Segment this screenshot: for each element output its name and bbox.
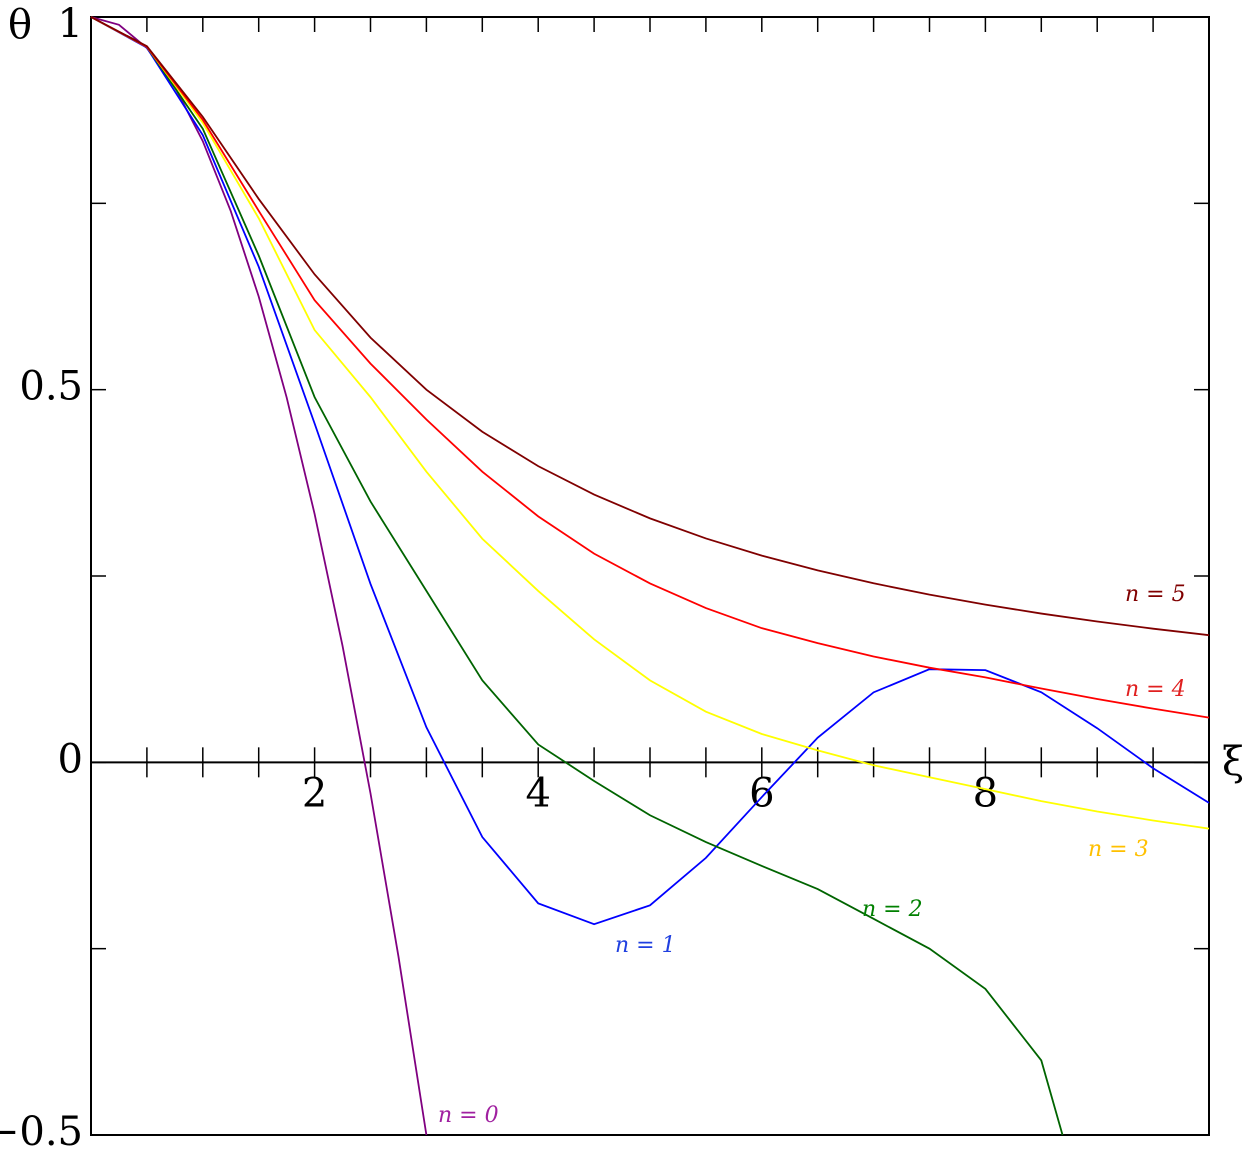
series-line xyxy=(90,16,1210,719)
series-label: n = 3 xyxy=(1088,837,1149,862)
series-label: n = 4 xyxy=(1125,677,1186,702)
y-tick-label: −0.5 xyxy=(0,1109,83,1155)
y-tick-label: 0.5 xyxy=(19,364,83,410)
series-label: n = 1 xyxy=(615,933,676,958)
series-line xyxy=(90,16,1064,1136)
x-tick-label: 6 xyxy=(749,770,774,816)
x-tick-label: 2 xyxy=(302,770,327,816)
series-line xyxy=(90,16,1210,926)
series-label: n = 2 xyxy=(862,897,923,922)
y-tick-label: 1 xyxy=(58,1,83,47)
y-tick-label: 0 xyxy=(58,736,83,782)
series-label: n = 0 xyxy=(438,1103,499,1128)
x-axis-label: ξ xyxy=(1222,739,1244,785)
y-axis-label: θ xyxy=(8,2,32,48)
series-line xyxy=(90,16,1210,830)
x-tick-label: 8 xyxy=(973,770,998,816)
x-tick-label: 4 xyxy=(525,770,550,816)
series-label: n = 5 xyxy=(1125,582,1186,607)
series-line xyxy=(90,16,428,1136)
series-line xyxy=(90,16,1210,637)
plot-frame xyxy=(90,16,1210,1136)
